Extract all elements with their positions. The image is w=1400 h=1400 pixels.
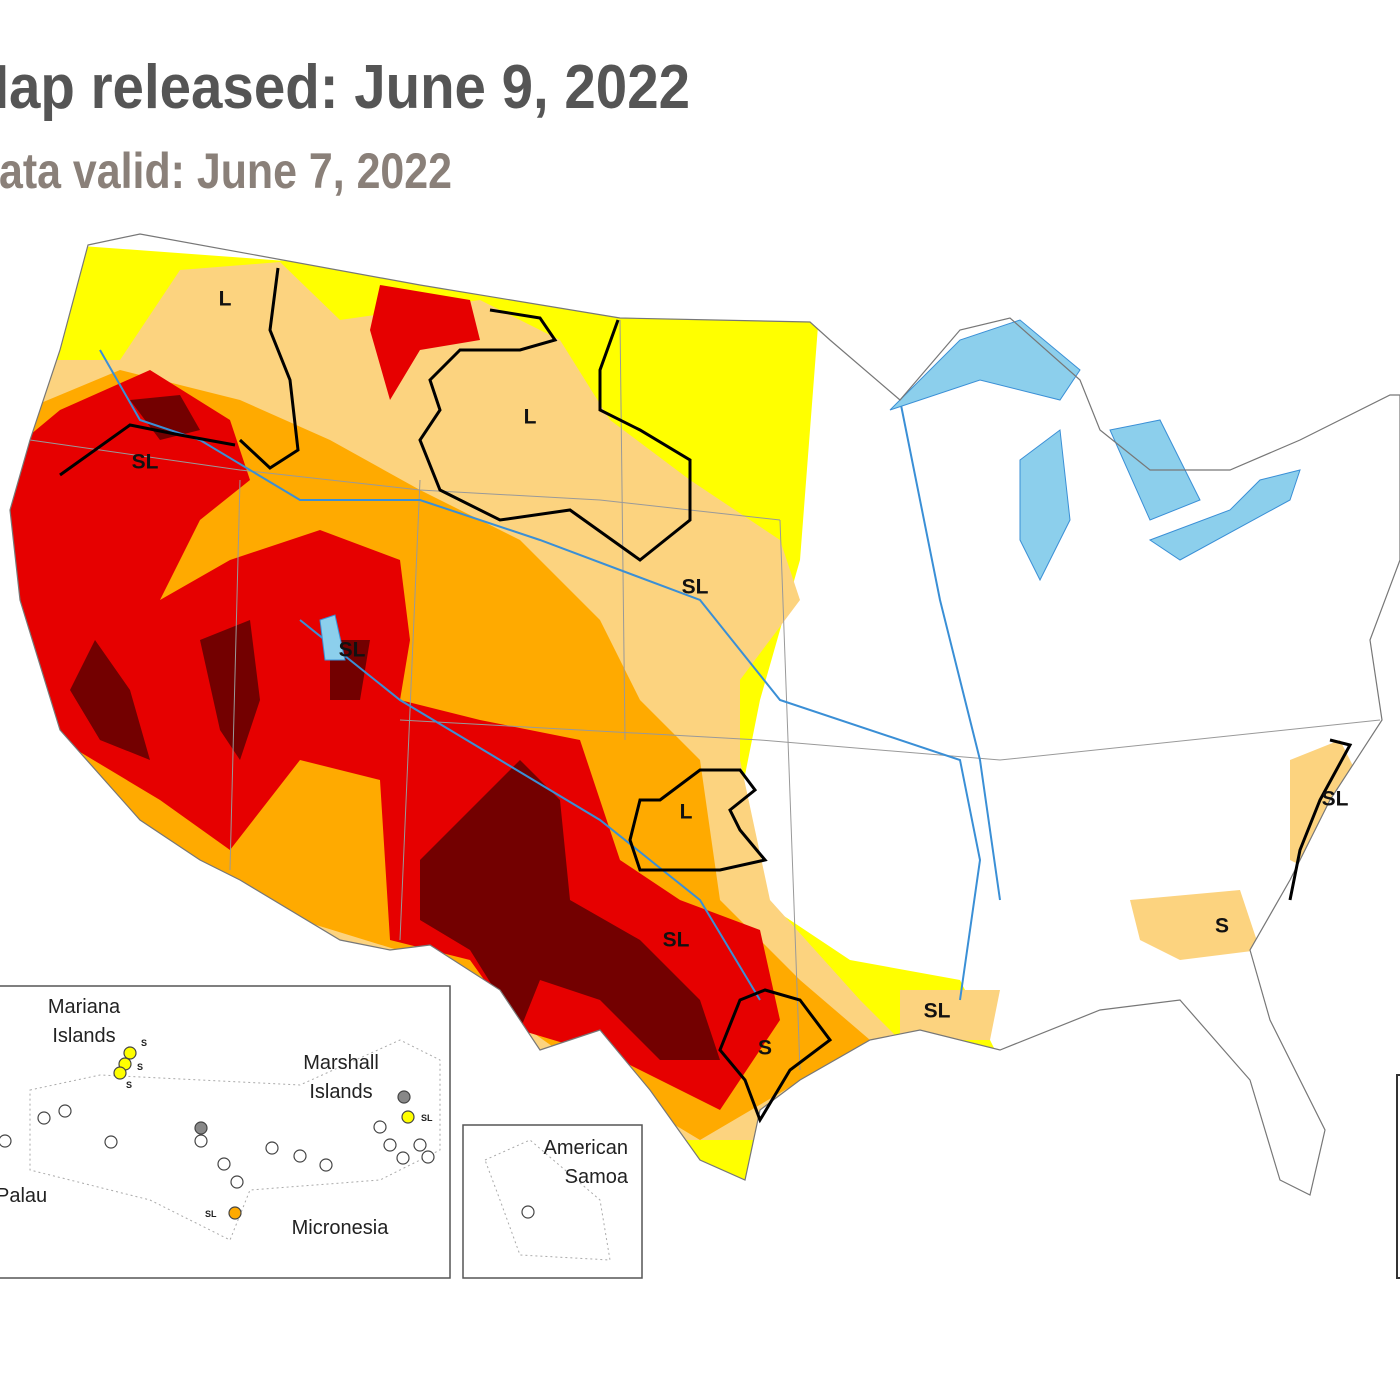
- island-marker: [265, 1141, 279, 1155]
- island-marker: [123, 1046, 137, 1060]
- impact-label: SL: [1322, 788, 1349, 811]
- impact-boundaries: [59, 267, 1353, 1124]
- title: Map released: June 9, 2022: [0, 53, 690, 122]
- island-marker: [113, 1066, 127, 1080]
- island-marker: [0, 1134, 12, 1148]
- inset-label: Micronesia: [291, 1217, 389, 1239]
- inset-label: Mariana Islands: [47, 996, 121, 1047]
- impact-mark: S: [126, 1080, 132, 1090]
- island-marker: [104, 1135, 118, 1149]
- samoa-inset: [462, 1124, 643, 1279]
- island-marker: [58, 1104, 72, 1118]
- inset-label: American Samoa: [543, 1137, 628, 1188]
- impact-label: S: [1215, 915, 1229, 938]
- island-marker: [37, 1111, 51, 1125]
- impact-line: [718, 988, 833, 1124]
- inset-frame: [462, 1124, 643, 1279]
- lake: [319, 614, 346, 661]
- island-marker: [373, 1120, 387, 1134]
- island-marker: [396, 1151, 410, 1165]
- impact-labels: L L SL SL SL L SL SL S SL S: [132, 288, 1349, 1060]
- extreme-drought: [370, 285, 480, 400]
- island-marker: [194, 1134, 208, 1148]
- lake: [889, 319, 1081, 411]
- impact-label: SL: [663, 929, 690, 952]
- island-marker: [521, 1205, 535, 1219]
- lake: [1109, 419, 1301, 561]
- impact-label: S: [758, 1037, 772, 1060]
- island-marker: [194, 1121, 208, 1135]
- rivers: [99, 349, 1001, 1001]
- impact-line: [418, 308, 692, 562]
- moderate-drought: [900, 740, 1370, 1040]
- island-marker: [413, 1138, 427, 1152]
- impact-label: SL: [132, 451, 159, 474]
- exceptional-drought: [70, 395, 720, 1060]
- lakes: [319, 319, 1301, 661]
- island-marker: [293, 1149, 307, 1163]
- impact-label: SL: [339, 639, 366, 662]
- impact-mark: S: [137, 1062, 143, 1072]
- impact-mark: SL: [205, 1209, 217, 1219]
- river: [899, 399, 1001, 901]
- state-border: [399, 719, 1381, 761]
- impact-label: SL: [682, 576, 709, 599]
- river: [99, 349, 982, 1001]
- subtitle: Data valid: June 7, 2022: [0, 143, 452, 199]
- impact-label: L: [219, 288, 232, 311]
- impact-mark: S: [141, 1038, 147, 1048]
- impact-line: [1288, 738, 1353, 901]
- impact-label: L: [524, 406, 537, 429]
- impact-mark: SL: [421, 1113, 433, 1123]
- us-outline: [9, 233, 1400, 1196]
- eez-outline: [484, 1139, 611, 1261]
- island-marker: [401, 1110, 415, 1124]
- impact-line: [59, 423, 236, 477]
- island-marker: [397, 1090, 411, 1104]
- island-marker: [421, 1150, 435, 1164]
- inset-label: Palau: [0, 1185, 48, 1207]
- state-borders: [29, 319, 1381, 1071]
- legend-frame: [1396, 1074, 1400, 1279]
- inset-label: Marshall Islands: [303, 1052, 379, 1103]
- lake: [1019, 429, 1071, 582]
- island-marker: [230, 1175, 244, 1189]
- river: [299, 619, 761, 1001]
- impact-label: SL: [924, 1000, 951, 1023]
- island-marker: [228, 1206, 242, 1220]
- inset-frame: [0, 985, 451, 1279]
- island-markers: [0, 1046, 435, 1220]
- impact-line: [238, 267, 300, 470]
- eez-outline: [29, 1039, 441, 1241]
- island-marker: [383, 1138, 397, 1152]
- state-border: [229, 319, 801, 1071]
- pacific-inset: S S S SL SL: [0, 985, 451, 1279]
- impact-line: [628, 768, 768, 872]
- island-marker: [319, 1158, 333, 1172]
- impact-label: L: [680, 801, 693, 824]
- island-marker: [217, 1157, 231, 1171]
